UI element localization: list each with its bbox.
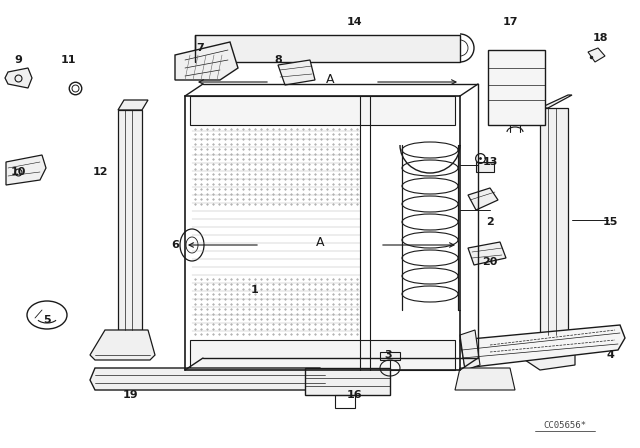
Text: 16: 16 bbox=[347, 390, 363, 400]
Text: 1: 1 bbox=[251, 285, 259, 295]
Text: 8: 8 bbox=[274, 55, 282, 65]
Polygon shape bbox=[118, 110, 142, 330]
Text: 15: 15 bbox=[602, 217, 618, 227]
Polygon shape bbox=[476, 162, 494, 172]
Text: A: A bbox=[316, 236, 324, 249]
Text: 18: 18 bbox=[592, 33, 608, 43]
Polygon shape bbox=[305, 368, 390, 395]
Text: 4: 4 bbox=[606, 350, 614, 360]
Polygon shape bbox=[455, 368, 515, 390]
Polygon shape bbox=[460, 325, 625, 368]
Polygon shape bbox=[525, 335, 575, 370]
Polygon shape bbox=[175, 42, 238, 80]
Polygon shape bbox=[278, 60, 315, 85]
Polygon shape bbox=[468, 242, 506, 265]
Text: 14: 14 bbox=[347, 17, 363, 27]
Polygon shape bbox=[540, 108, 568, 335]
Polygon shape bbox=[468, 188, 498, 210]
Text: 3: 3 bbox=[384, 350, 392, 360]
Text: 17: 17 bbox=[502, 17, 518, 27]
Polygon shape bbox=[90, 330, 155, 360]
Polygon shape bbox=[540, 95, 572, 108]
Polygon shape bbox=[588, 48, 605, 62]
Polygon shape bbox=[195, 35, 460, 62]
Text: 20: 20 bbox=[483, 257, 498, 267]
Polygon shape bbox=[488, 50, 545, 125]
Text: A: A bbox=[326, 73, 334, 86]
Polygon shape bbox=[118, 100, 148, 110]
Polygon shape bbox=[190, 340, 455, 370]
Text: 13: 13 bbox=[483, 157, 498, 167]
Text: 5: 5 bbox=[43, 315, 51, 325]
Text: 6: 6 bbox=[171, 240, 179, 250]
Text: 10: 10 bbox=[10, 167, 26, 177]
Text: 7: 7 bbox=[196, 43, 204, 53]
Polygon shape bbox=[460, 330, 480, 370]
Text: 12: 12 bbox=[92, 167, 108, 177]
Text: 19: 19 bbox=[122, 390, 138, 400]
Polygon shape bbox=[380, 352, 400, 360]
Polygon shape bbox=[5, 68, 32, 88]
Text: 2: 2 bbox=[486, 217, 494, 227]
Polygon shape bbox=[90, 368, 325, 390]
Text: 11: 11 bbox=[60, 55, 76, 65]
Polygon shape bbox=[190, 96, 455, 125]
Text: CC05656*: CC05656* bbox=[543, 421, 586, 430]
Text: 9: 9 bbox=[14, 55, 22, 65]
Polygon shape bbox=[6, 155, 46, 185]
